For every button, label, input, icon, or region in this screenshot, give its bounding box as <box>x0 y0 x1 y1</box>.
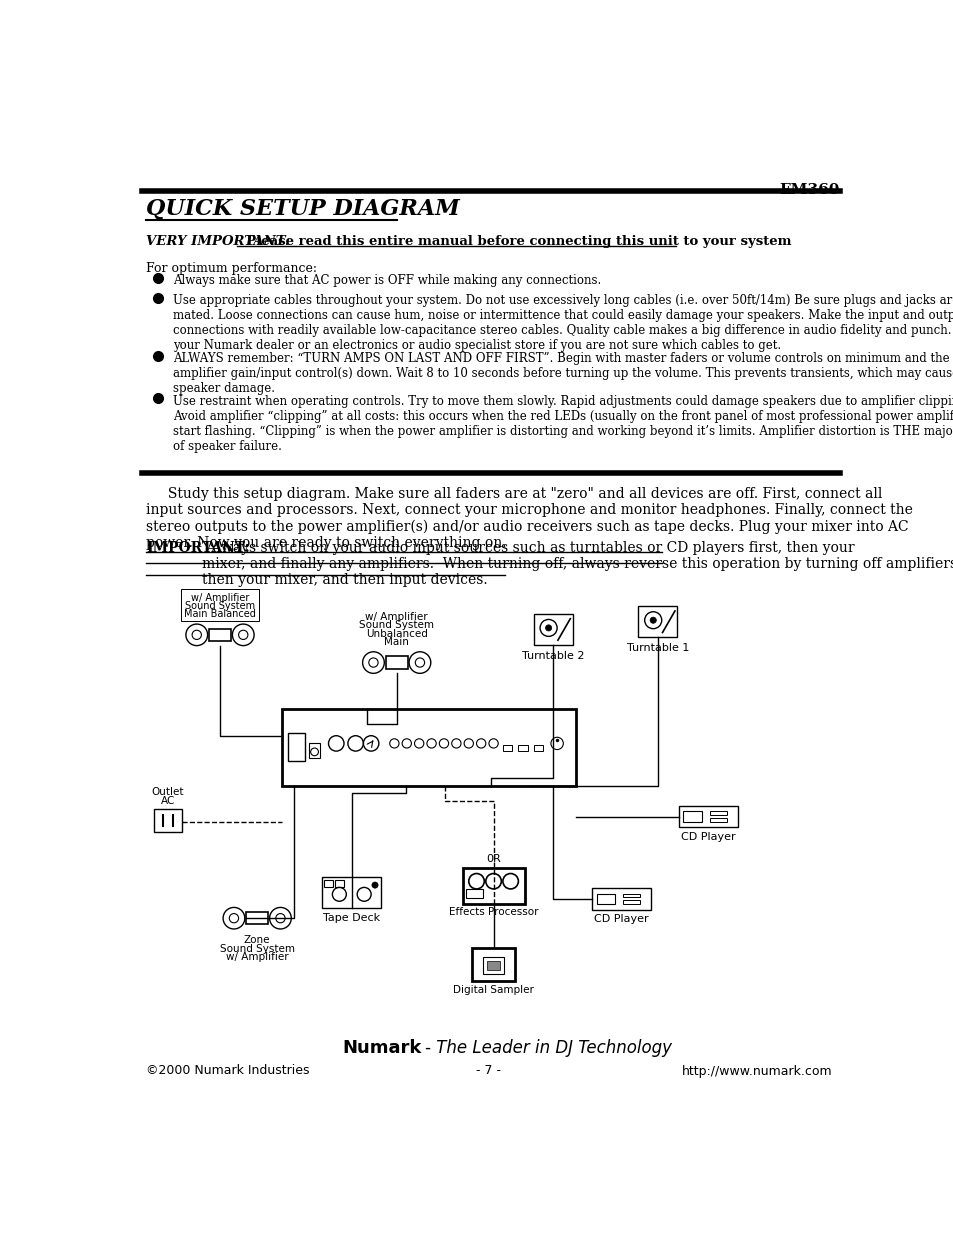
Text: ALWAYS remember: “TURN AMPS ON LAST AND OFF FIRST”. Begin with master faders or : ALWAYS remember: “TURN AMPS ON LAST AND … <box>173 352 953 395</box>
Bar <box>323 881 333 887</box>
Bar <box>472 948 515 981</box>
Bar <box>682 811 701 823</box>
Text: Digital Sampler: Digital Sampler <box>453 986 534 995</box>
Text: http://www.numark.com: http://www.numark.com <box>680 1065 831 1077</box>
Bar <box>709 811 726 815</box>
Text: Outlet: Outlet <box>152 787 184 798</box>
Text: Use restraint when operating controls. Try to move them slowly. Rapid adjustment: Use restraint when operating controls. T… <box>173 395 953 452</box>
Circle shape <box>545 625 551 631</box>
Text: CD Player: CD Player <box>680 832 735 842</box>
Bar <box>534 745 542 751</box>
Text: Study this setup diagram. Make sure all faders are at "zero" and all devices are: Study this setup diagram. Make sure all … <box>146 487 912 550</box>
Text: AC: AC <box>161 795 175 805</box>
Bar <box>209 629 231 641</box>
Bar <box>282 709 576 785</box>
Bar <box>534 614 572 645</box>
Text: Sound System: Sound System <box>185 601 254 611</box>
Bar <box>246 911 268 924</box>
Text: Always make sure that AC power is OFF while making any connections.: Always make sure that AC power is OFF wh… <box>173 274 601 287</box>
Bar <box>309 742 319 758</box>
Text: Zone: Zone <box>244 935 270 945</box>
Text: Use appropriate cables throughout your system. Do not use excessively long cable: Use appropriate cables throughout your s… <box>173 294 953 352</box>
Bar <box>462 868 524 904</box>
Bar <box>154 809 182 832</box>
Bar <box>502 745 512 751</box>
Bar <box>622 900 639 904</box>
Text: Sound System: Sound System <box>359 620 434 630</box>
Text: w/ Amplifier: w/ Amplifier <box>226 952 288 962</box>
Bar <box>638 606 677 637</box>
Text: Sound System: Sound System <box>219 944 294 953</box>
Bar <box>679 805 737 827</box>
Text: - 7 -: - 7 - <box>476 1065 501 1077</box>
Text: Always switch on your audio input sources such as turntables or CD players first: Always switch on your audio input source… <box>202 541 953 588</box>
Text: Numark: Numark <box>342 1039 421 1057</box>
Text: Main: Main <box>384 637 409 647</box>
Text: ©2000 Numark Industries: ©2000 Numark Industries <box>146 1065 310 1077</box>
Text: Please read this entire manual before connecting this unit to your system: Please read this entire manual before co… <box>236 235 791 248</box>
Text: Unbalanced: Unbalanced <box>365 629 427 638</box>
Text: IMPORTANT:: IMPORTANT: <box>146 541 250 555</box>
Text: EM360: EM360 <box>779 183 840 196</box>
Text: Effects Processor: Effects Processor <box>448 908 537 918</box>
Text: w/ Amplifier: w/ Amplifier <box>365 611 428 621</box>
Bar <box>335 881 344 887</box>
Text: Turntable 2: Turntable 2 <box>521 651 584 661</box>
Bar <box>622 894 639 898</box>
Bar <box>487 961 499 969</box>
Bar <box>466 889 483 898</box>
Bar <box>592 888 650 910</box>
Bar <box>517 745 527 751</box>
Bar <box>709 818 726 823</box>
Bar <box>322 877 381 908</box>
Circle shape <box>649 618 656 624</box>
Text: CD Player: CD Player <box>594 914 648 924</box>
Bar <box>596 894 615 904</box>
Text: Main Balanced: Main Balanced <box>184 609 255 620</box>
Bar <box>181 589 258 621</box>
Text: w/ Amplifier: w/ Amplifier <box>191 593 249 603</box>
Text: QUICK SETUP DIAGRAM: QUICK SETUP DIAGRAM <box>146 199 459 220</box>
Text: Tape Deck: Tape Deck <box>323 913 380 923</box>
Text: VERY IMPORTANT:: VERY IMPORTANT: <box>146 235 290 248</box>
Text: Turntable 1: Turntable 1 <box>626 643 688 653</box>
Circle shape <box>372 882 377 888</box>
Text: - The Leader in DJ Technology: - The Leader in DJ Technology <box>425 1039 672 1057</box>
Bar <box>385 656 407 668</box>
Bar <box>482 957 504 973</box>
Text: For optimum performance:: For optimum performance: <box>146 262 317 275</box>
Bar <box>288 734 305 761</box>
Text: 0R: 0R <box>486 855 500 864</box>
